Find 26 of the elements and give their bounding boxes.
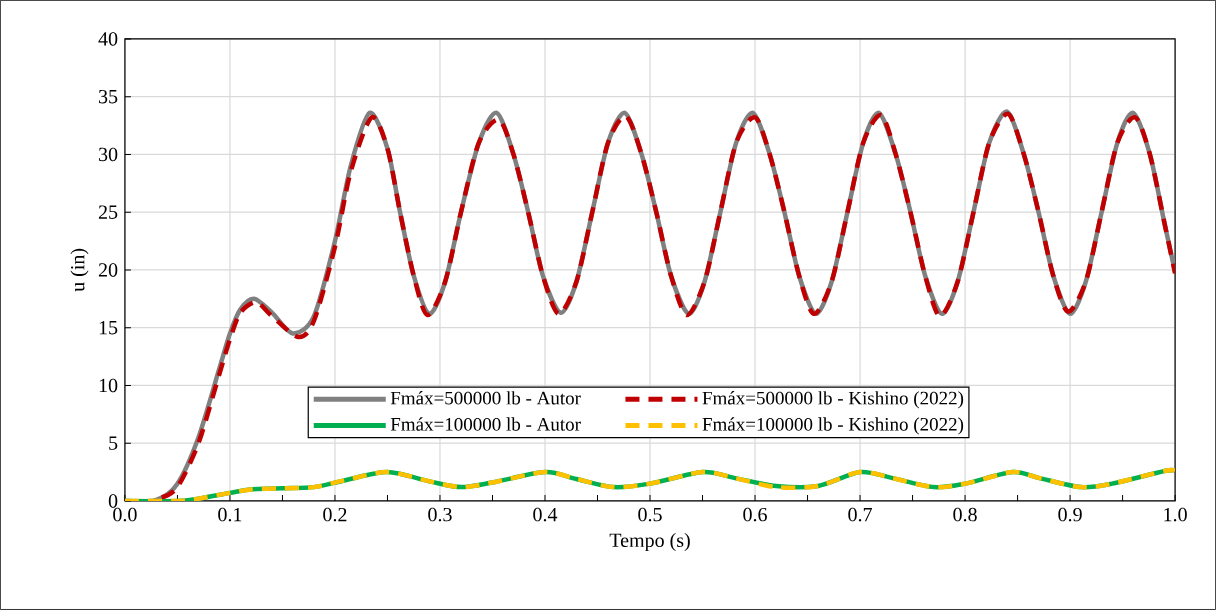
x-tick-label: 0.4	[533, 507, 558, 522]
x-tick-label: 0.3	[428, 507, 452, 522]
legend-label: Fmáx=100000 lb - Kishino (2022)	[702, 417, 964, 435]
y-tick-label: 0	[108, 494, 118, 508]
x-tick-label: 0.2	[323, 507, 347, 522]
y-axis-title: u (in)	[70, 248, 89, 292]
y-tick-label: 30	[99, 147, 118, 162]
x-axis-title: Tempo (s)	[609, 533, 690, 552]
x-tick-label: 0.6	[743, 507, 767, 522]
legend-label: Fmáx=500000 lb - Autor	[390, 391, 581, 405]
y-tick-label: 25	[98, 205, 118, 219]
x-tick-label: 0.1	[218, 507, 242, 522]
x-tick-label: 0.7	[848, 507, 872, 522]
y-tick-label: 35	[99, 89, 118, 104]
y-tick-label: 20	[98, 263, 118, 277]
x-tick-label: 1.0	[1164, 507, 1187, 522]
x-tick-label: 0.5	[638, 507, 662, 522]
x-tick-label: 0.0	[113, 507, 137, 522]
x-tick-label: 0.8	[953, 507, 977, 522]
y-tick-label: 5	[109, 436, 118, 450]
legend-label: Fmáx=100000 lb - Autor	[390, 417, 581, 431]
legend-label: Fmáx=500000 lb - Kishino (2022)	[702, 391, 964, 409]
y-tick-label: 15	[99, 321, 118, 335]
y-tick-label: 40	[98, 32, 118, 46]
x-tick-label: 0.9	[1058, 507, 1082, 522]
y-tick-label: 10	[99, 378, 118, 393]
